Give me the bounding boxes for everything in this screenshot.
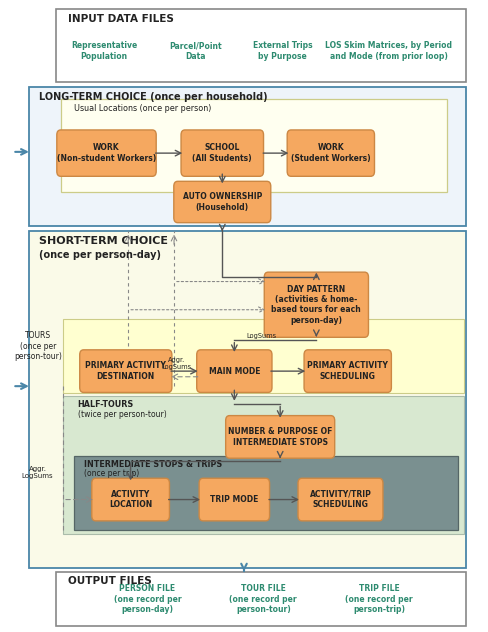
Text: PRIMARY ACTIVITY
SCHEDULING: PRIMARY ACTIVITY SCHEDULING (307, 362, 388, 381)
Text: DAY PATTERN
(activities & home-
based tours for each
person-day): DAY PATTERN (activities & home- based to… (271, 284, 361, 325)
FancyBboxPatch shape (298, 478, 383, 521)
Text: Aggr.
LogSums: Aggr. LogSums (162, 357, 191, 370)
FancyBboxPatch shape (56, 571, 466, 626)
Text: INTERMEDIATE STOPS & TRIPS: INTERMEDIATE STOPS & TRIPS (84, 460, 222, 469)
Text: LOS Skim Matrices, by Period
and Mode (from prior loop): LOS Skim Matrices, by Period and Mode (f… (325, 41, 452, 61)
Text: External Trips
by Purpose: External Trips by Purpose (253, 41, 312, 61)
Text: PERSON FILE
(one record per
person-day): PERSON FILE (one record per person-day) (114, 584, 182, 614)
FancyBboxPatch shape (57, 130, 156, 176)
Text: Aggr.
LogSums: Aggr. LogSums (21, 466, 53, 479)
FancyBboxPatch shape (56, 9, 466, 82)
Text: TRIP MODE: TRIP MODE (210, 495, 259, 504)
Text: ACTIVITY/TRIP
SCHEDULING: ACTIVITY/TRIP SCHEDULING (309, 490, 371, 509)
Text: Representative
Population: Representative Population (71, 41, 137, 61)
Text: TOUR FILE
(one record per
person-tour): TOUR FILE (one record per person-tour) (229, 584, 297, 614)
Text: Usual Locations (once per person): Usual Locations (once per person) (74, 104, 212, 113)
FancyBboxPatch shape (304, 350, 391, 392)
FancyBboxPatch shape (29, 87, 466, 226)
Text: NUMBER & PURPOSE OF
INTERMEDIATE STOPS: NUMBER & PURPOSE OF INTERMEDIATE STOPS (228, 427, 332, 447)
Text: AUTO OWNERSHIP
(Household): AUTO OWNERSHIP (Household) (183, 192, 262, 212)
Text: PRIMARY ACTIVITY
DESTINATION: PRIMARY ACTIVITY DESTINATION (85, 362, 166, 381)
FancyBboxPatch shape (197, 350, 272, 392)
FancyBboxPatch shape (264, 272, 368, 337)
Text: HALF-TOURS: HALF-TOURS (78, 400, 134, 409)
FancyBboxPatch shape (287, 130, 374, 176)
FancyBboxPatch shape (29, 231, 466, 568)
Text: WORK
(Non-student Workers): WORK (Non-student Workers) (57, 143, 156, 163)
Text: TRIP FILE
(one record per
person-trip): TRIP FILE (one record per person-trip) (346, 584, 413, 614)
Text: SCHOOL
(All Students): SCHOOL (All Students) (192, 143, 252, 163)
Text: (once per trip): (once per trip) (84, 470, 139, 478)
FancyBboxPatch shape (199, 478, 269, 521)
Text: ACTIVITY
LOCATION: ACTIVITY LOCATION (109, 490, 152, 509)
Text: INPUT DATA FILES: INPUT DATA FILES (68, 14, 174, 24)
Text: LogSums: LogSums (246, 333, 277, 339)
Text: SHORT-TERM CHOICE: SHORT-TERM CHOICE (39, 236, 168, 246)
FancyBboxPatch shape (181, 130, 264, 176)
Text: WORK
(Student Workers): WORK (Student Workers) (291, 143, 371, 163)
FancyBboxPatch shape (80, 350, 172, 392)
Text: Parcel/Point
Data: Parcel/Point Data (169, 41, 222, 61)
Text: TOURS
(once per
person-tour): TOURS (once per person-tour) (14, 331, 62, 361)
FancyBboxPatch shape (61, 99, 447, 192)
FancyBboxPatch shape (225, 416, 335, 458)
FancyBboxPatch shape (92, 478, 169, 521)
FancyBboxPatch shape (74, 456, 458, 530)
Text: (twice per person-tour): (twice per person-tour) (78, 410, 166, 419)
Text: LONG-TERM CHOICE (once per household): LONG-TERM CHOICE (once per household) (39, 92, 267, 102)
Text: (once per person-day): (once per person-day) (39, 250, 161, 260)
FancyBboxPatch shape (174, 181, 271, 222)
Text: OUTPUT FILES: OUTPUT FILES (68, 576, 152, 586)
Text: MAIN MODE: MAIN MODE (208, 367, 260, 375)
FancyBboxPatch shape (63, 319, 464, 393)
FancyBboxPatch shape (63, 396, 464, 534)
